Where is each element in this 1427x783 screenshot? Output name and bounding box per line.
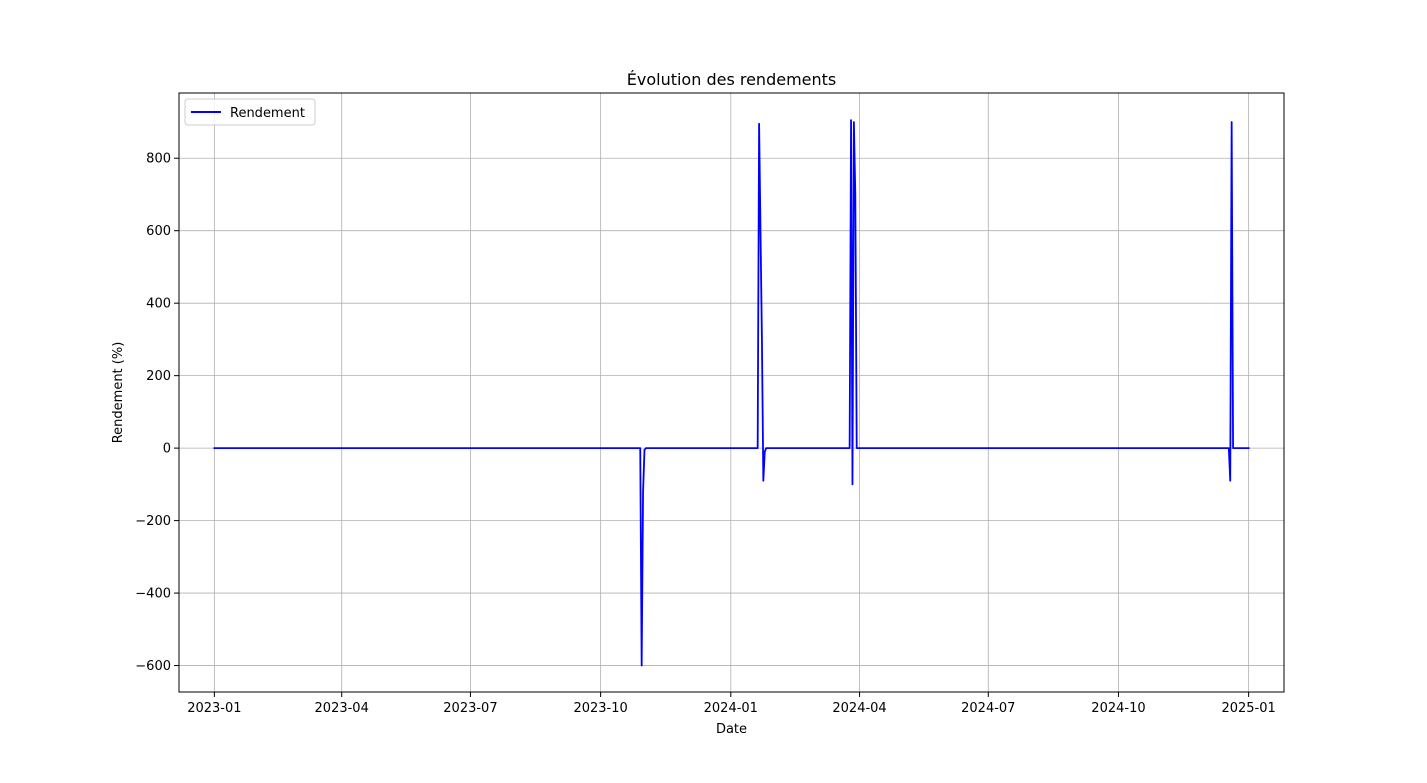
y-axis: −600 −400 −200 0 200 400 600 800: [135, 152, 179, 674]
plot-frame: [178, 92, 1285, 693]
x-tick-label: 2024-07: [961, 701, 1015, 716]
x-axis-label: Date: [716, 722, 747, 737]
series-layer: [213, 119, 1250, 667]
y-tick-label: 0: [163, 442, 171, 457]
x-tick-label: 2024-10: [1091, 701, 1145, 716]
legend: Rendement: [184, 98, 316, 126]
y-axis-label: Rendement (%): [111, 342, 126, 444]
x-tick-label: 2023-04: [315, 701, 369, 716]
legend-box: [184, 98, 316, 126]
x-tick-label: 2024-04: [832, 701, 886, 716]
x-tick-label: 2023-07: [443, 701, 497, 716]
x-tick-label: 2023-01: [187, 701, 241, 716]
x-tick-label: 2025-01: [1221, 701, 1275, 716]
y-tick-label: 400: [146, 297, 171, 312]
y-tick-label: −400: [135, 587, 171, 602]
x-tick-label: 2024-01: [704, 701, 758, 716]
grid: [179, 93, 1284, 692]
y-tick-label: −600: [135, 659, 171, 674]
y-tick-label: 200: [146, 369, 171, 384]
y-tick-label: −200: [135, 514, 171, 529]
x-axis: 2023-01 2023-04 2023-07 2023-10 2024-01 2024-…: [187, 692, 1276, 716]
chart-title: Évolution des rendements: [627, 70, 837, 89]
x-tick-label: 2023-10: [573, 701, 627, 716]
y-tick-label: 800: [146, 152, 171, 167]
legend-label-rendement: Rendement: [230, 106, 305, 121]
y-tick-label: 600: [146, 224, 171, 239]
series-line-rendement: [213, 119, 1250, 667]
